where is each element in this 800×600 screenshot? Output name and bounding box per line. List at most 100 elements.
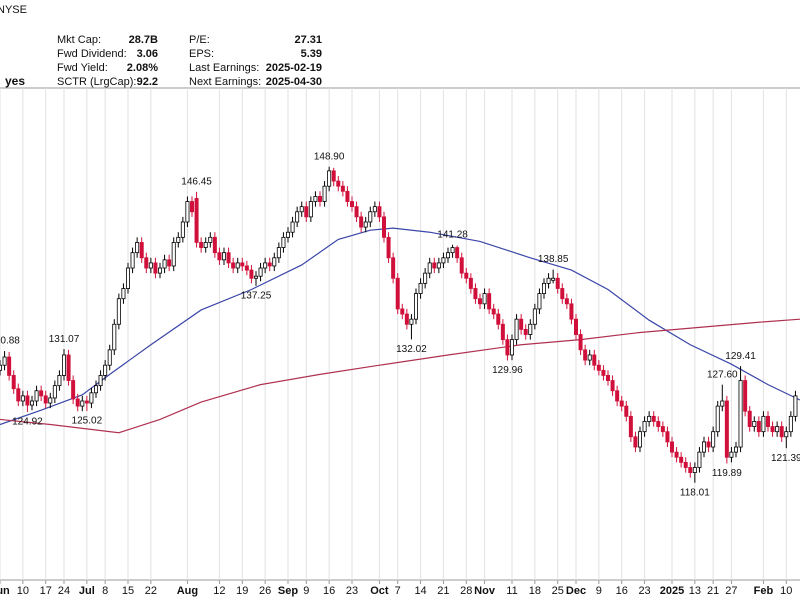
candle-body (285, 231, 290, 238)
stat-value: 2025-02-19 (266, 62, 322, 74)
price-annotation: 148.90 (314, 151, 345, 162)
price-annotation: 125.02 (72, 416, 103, 427)
candle-body (0, 364, 3, 371)
stat-value: 2025-04-30 (266, 76, 322, 88)
candle-body (372, 206, 377, 213)
x-tick-label: 15 (122, 585, 134, 597)
x-tick-label: 8 (102, 585, 108, 597)
candle-body (642, 421, 647, 433)
candle-body (491, 308, 496, 315)
x-tick-label: 12 (213, 585, 225, 597)
candle-body (139, 242, 144, 259)
price-annotation: 131.07 (49, 334, 80, 345)
candle-body (665, 431, 670, 443)
x-tick-label: 23 (638, 585, 650, 597)
candle-body (674, 451, 679, 458)
stat-value: 27.31 (294, 34, 322, 46)
candle-body (308, 201, 313, 218)
candle-body (313, 196, 318, 202)
candle-body (176, 236, 181, 243)
candle-body (574, 318, 579, 335)
candle-body (194, 198, 199, 243)
candle-body (249, 269, 254, 279)
candle-body (743, 380, 748, 412)
candle-body (596, 364, 601, 371)
price-annotation: 119.89 (712, 468, 742, 479)
price-annotation: 132.02 (396, 344, 427, 355)
candle-body (601, 369, 606, 376)
candle-body (619, 400, 624, 407)
candle-body (391, 257, 396, 279)
candle-body (135, 242, 140, 254)
candle-body (418, 282, 423, 294)
candle-body (377, 206, 382, 218)
candle-body (349, 201, 354, 208)
candle-body (189, 201, 194, 213)
stat-value: 5.39 (301, 48, 322, 60)
candle-body (766, 415, 771, 427)
candle-body (281, 236, 286, 248)
x-tick-label: Oct (370, 585, 389, 597)
candle-body (564, 298, 569, 305)
candle-body (75, 398, 80, 407)
candle-body (487, 293, 492, 310)
candle-body (519, 318, 524, 330)
candle-body (729, 451, 734, 458)
candle-body (441, 257, 446, 264)
candle-body (423, 272, 428, 284)
candle-body (336, 180, 341, 187)
candle-body (103, 364, 108, 376)
candle-body (395, 277, 400, 310)
candle-body (130, 252, 135, 269)
candle-body (734, 446, 739, 453)
candle-body (624, 405, 629, 417)
candle-body (638, 431, 643, 448)
candle-body (62, 354, 67, 376)
candle-body (121, 288, 126, 300)
candle-body (514, 318, 519, 341)
candle-body (473, 288, 478, 300)
x-tick-label: 17 (40, 585, 52, 597)
candle-body (793, 395, 798, 417)
candle-body (477, 298, 482, 305)
candle-body (583, 349, 588, 361)
candle-body (116, 298, 121, 325)
candle-body (432, 262, 437, 269)
candle-body (738, 380, 743, 448)
name-fragment: yes (5, 74, 25, 88)
x-tick-label: Jun (0, 585, 10, 597)
price-annotation: 141.28 (437, 229, 468, 240)
candle-body (240, 262, 245, 267)
candle-body (660, 426, 665, 433)
candle-body (253, 275, 258, 279)
x-tick-label: 11 (506, 585, 517, 597)
candle-body (43, 395, 48, 404)
candle-body (89, 392, 94, 404)
candle-body (48, 397, 53, 404)
x-tick-label: 14 (414, 585, 426, 597)
candle-body (455, 247, 460, 259)
candle-body (290, 221, 295, 233)
candle-body (80, 400, 85, 407)
candle-body (528, 323, 533, 335)
stat-label: EPS: (189, 48, 214, 60)
candle-body (569, 303, 574, 320)
candle-body (496, 313, 501, 325)
candle-body (7, 356, 12, 376)
candle-body (656, 421, 661, 427)
candle-body (34, 390, 39, 402)
candle-body (468, 277, 473, 289)
candle-body (235, 262, 240, 269)
candle-body (459, 257, 464, 274)
price-annotation: 124.92 (12, 417, 43, 428)
candle-body (551, 277, 556, 281)
candle-body (199, 242, 204, 248)
candle-body (724, 400, 729, 458)
candle-body (180, 221, 185, 238)
candle-body (39, 390, 44, 397)
x-tick-label: Sep (278, 585, 298, 597)
candle-body (756, 421, 761, 433)
stat-value: 28.7B (129, 34, 158, 46)
candle-body (107, 349, 112, 366)
